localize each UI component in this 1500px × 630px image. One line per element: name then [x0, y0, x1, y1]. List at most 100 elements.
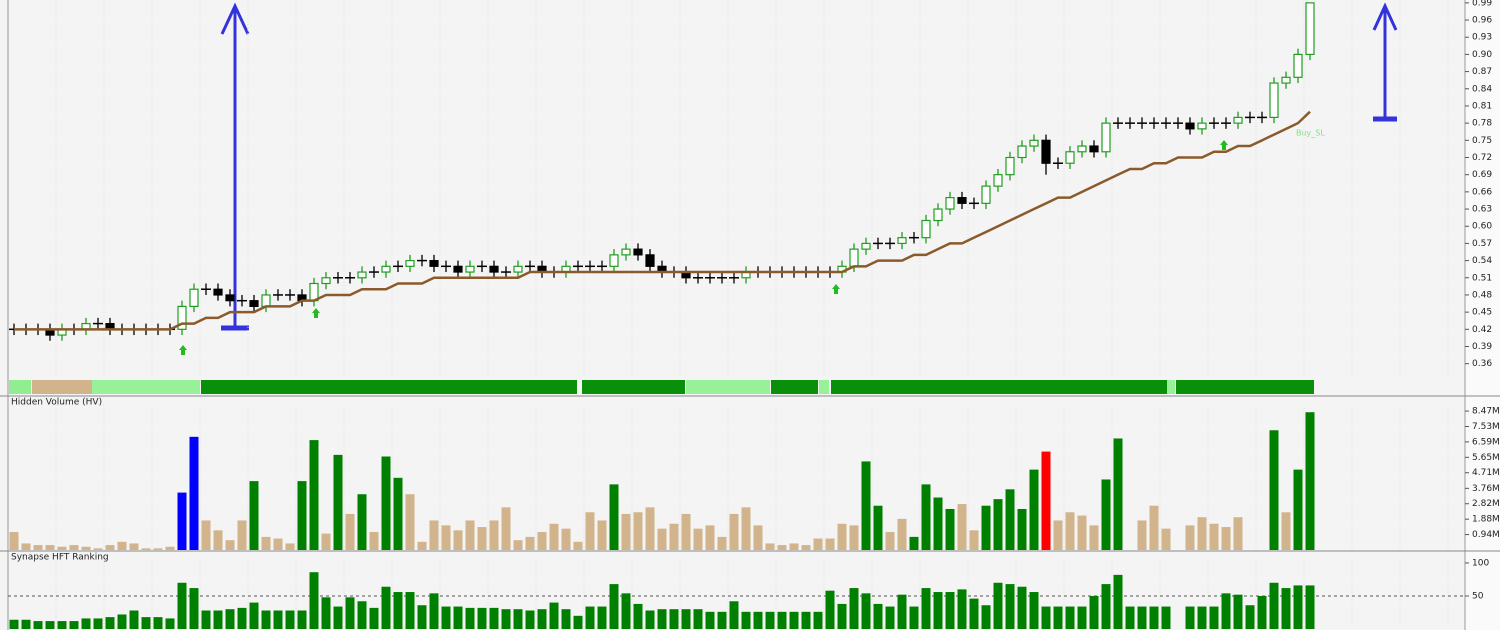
bar	[645, 507, 655, 550]
bar	[825, 590, 835, 629]
bar	[873, 603, 883, 629]
bar	[453, 530, 463, 550]
bar	[1101, 584, 1111, 629]
bar	[45, 545, 55, 550]
bar	[405, 494, 415, 550]
bar	[1017, 508, 1027, 550]
strip-segment	[831, 380, 1167, 394]
candle-body	[933, 208, 943, 222]
buy-arrow	[1220, 140, 1228, 150]
bar	[1281, 588, 1291, 629]
arrow-head	[1372, 2, 1398, 31]
bar	[477, 527, 487, 550]
bar	[609, 584, 619, 629]
bar	[1077, 515, 1087, 550]
y-tick-label: 0.94M	[1472, 530, 1500, 540]
bar	[1041, 451, 1051, 550]
candle-body	[249, 300, 259, 308]
bar	[585, 512, 595, 550]
strip-segment	[1176, 380, 1314, 394]
bar	[489, 607, 499, 629]
bar	[153, 617, 163, 629]
candle-body	[1101, 122, 1111, 153]
bar	[369, 607, 379, 629]
bar	[657, 609, 667, 629]
bar	[1269, 430, 1279, 550]
bar	[693, 609, 703, 629]
candle-body	[465, 265, 475, 273]
y-tick-label: 0.60	[1472, 222, 1492, 232]
bar	[549, 523, 559, 550]
bar	[897, 594, 907, 629]
bar	[849, 588, 859, 629]
bar	[753, 611, 763, 629]
annotation: Buy_SL	[1296, 129, 1325, 138]
bar	[657, 528, 667, 550]
bar	[345, 513, 355, 550]
bar	[777, 611, 787, 629]
bar	[213, 530, 223, 550]
bar	[1197, 606, 1207, 629]
bar	[837, 603, 847, 629]
bar	[117, 614, 127, 629]
bar	[201, 610, 211, 629]
bar	[1245, 605, 1255, 629]
bar	[381, 586, 391, 629]
bar	[141, 617, 151, 629]
bar	[1113, 438, 1123, 550]
y-tick-label: 0.69	[1472, 170, 1492, 180]
y-tick-label: 0.42	[1472, 325, 1492, 335]
bar	[765, 543, 775, 550]
bar	[597, 520, 607, 550]
bar	[441, 525, 451, 550]
strip-segment	[1167, 380, 1175, 394]
bar	[801, 611, 811, 629]
y-tick-label: 0.48	[1472, 290, 1492, 300]
strip-segment	[201, 380, 577, 394]
bar	[129, 543, 139, 550]
bar	[789, 543, 799, 550]
bar	[525, 536, 535, 550]
bar	[93, 548, 103, 550]
arrow-head	[220, 2, 250, 35]
bar	[441, 606, 451, 629]
panel-title: Hidden Volume (HV)	[11, 398, 102, 408]
bar	[1053, 606, 1063, 629]
bar	[405, 592, 415, 629]
candle-body	[993, 174, 1003, 187]
bar	[417, 541, 427, 550]
bar	[297, 481, 307, 550]
bar	[1185, 606, 1195, 629]
bar	[693, 528, 703, 550]
bar	[1005, 489, 1015, 550]
y-tick-label: 0.51	[1472, 273, 1492, 283]
bar	[813, 611, 823, 629]
y-tick-label: 0.84	[1472, 84, 1492, 94]
candle-body	[1077, 145, 1087, 153]
buy-markers	[179, 140, 1228, 355]
candle-body	[1233, 116, 1243, 124]
bar	[201, 520, 211, 550]
bar	[981, 505, 991, 550]
bar	[1221, 527, 1231, 550]
candle-body	[1185, 122, 1195, 130]
bar	[1053, 520, 1063, 550]
bar	[9, 619, 19, 629]
bar	[429, 520, 439, 550]
candle-body	[357, 271, 367, 279]
bar	[981, 605, 991, 629]
bar	[81, 546, 91, 550]
bar	[309, 440, 319, 550]
bar	[153, 548, 163, 550]
bar	[537, 609, 547, 629]
strip-segment	[819, 380, 829, 394]
bar	[813, 538, 823, 550]
candle-body	[1089, 145, 1099, 153]
bar	[489, 520, 499, 550]
bar	[1305, 585, 1315, 629]
bar	[669, 523, 679, 550]
bar	[345, 597, 355, 629]
bar	[297, 610, 307, 629]
y-tick-label: 1.88M	[1472, 515, 1500, 525]
candle-body	[321, 277, 331, 285]
